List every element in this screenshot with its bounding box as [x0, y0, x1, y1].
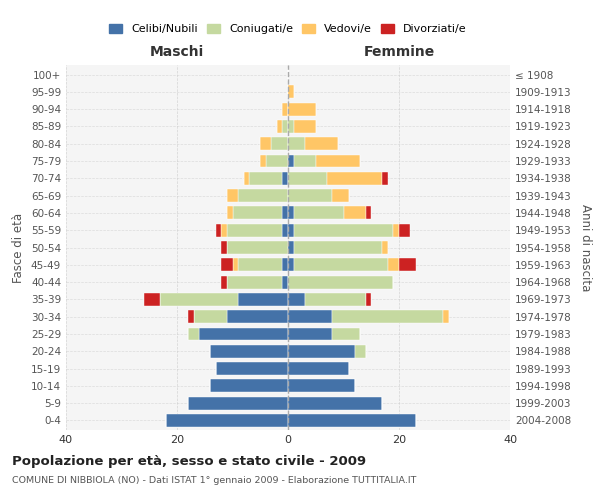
Bar [288, 120, 293, 133]
Bar [305, 137, 338, 150]
Bar [288, 86, 293, 98]
Bar [388, 258, 399, 272]
Bar [288, 328, 332, 340]
Bar [227, 206, 233, 220]
Bar [288, 154, 293, 168]
Bar [288, 189, 332, 202]
Bar [288, 206, 293, 220]
Bar [221, 241, 227, 254]
Bar [293, 206, 343, 220]
Bar [288, 396, 382, 409]
Bar [382, 241, 388, 254]
Bar [210, 345, 288, 358]
Bar [188, 310, 194, 323]
Bar [277, 120, 283, 133]
Bar [227, 224, 283, 236]
Bar [288, 276, 394, 288]
Bar [355, 345, 366, 358]
Bar [210, 380, 288, 392]
Bar [143, 293, 160, 306]
Bar [343, 206, 366, 220]
Bar [194, 310, 227, 323]
Bar [216, 224, 221, 236]
Bar [283, 102, 288, 116]
Bar [366, 206, 371, 220]
Bar [227, 276, 283, 288]
Y-axis label: Anni di nascita: Anni di nascita [578, 204, 592, 291]
Bar [199, 328, 288, 340]
Bar [288, 224, 293, 236]
Text: Maschi: Maschi [150, 45, 204, 59]
Bar [332, 328, 360, 340]
Bar [288, 362, 349, 375]
Bar [283, 224, 288, 236]
Bar [399, 224, 410, 236]
Bar [288, 380, 355, 392]
Bar [188, 328, 199, 340]
Bar [288, 137, 305, 150]
Y-axis label: Fasce di età: Fasce di età [13, 212, 25, 282]
Bar [188, 396, 288, 409]
Bar [293, 241, 382, 254]
Bar [260, 154, 266, 168]
Bar [227, 241, 288, 254]
Bar [233, 206, 283, 220]
Bar [399, 258, 416, 272]
Bar [227, 310, 288, 323]
Bar [266, 154, 288, 168]
Bar [293, 154, 316, 168]
Text: COMUNE DI NIBBIOLA (NO) - Dati ISTAT 1° gennaio 2009 - Elaborazione TUTTITALIA.I: COMUNE DI NIBBIOLA (NO) - Dati ISTAT 1° … [12, 476, 416, 485]
Bar [332, 189, 349, 202]
Bar [305, 293, 366, 306]
Bar [382, 172, 388, 185]
Bar [238, 293, 288, 306]
Bar [260, 137, 271, 150]
Bar [216, 362, 288, 375]
Bar [244, 172, 249, 185]
Bar [249, 172, 283, 185]
Bar [288, 258, 293, 272]
Bar [443, 310, 449, 323]
Bar [238, 189, 288, 202]
Bar [238, 258, 283, 272]
Bar [233, 258, 238, 272]
Bar [288, 310, 332, 323]
Bar [316, 154, 360, 168]
Bar [288, 345, 355, 358]
Legend: Celibi/Nubili, Coniugati/e, Vedovi/e, Divorziati/e: Celibi/Nubili, Coniugati/e, Vedovi/e, Di… [105, 20, 471, 39]
Bar [366, 293, 371, 306]
Bar [227, 189, 238, 202]
Bar [283, 276, 288, 288]
Bar [288, 414, 416, 427]
Bar [283, 206, 288, 220]
Bar [160, 293, 238, 306]
Bar [293, 120, 316, 133]
Bar [293, 258, 388, 272]
Bar [288, 102, 316, 116]
Bar [283, 120, 288, 133]
Bar [288, 293, 305, 306]
Bar [283, 258, 288, 272]
Bar [288, 241, 293, 254]
Bar [221, 258, 233, 272]
Bar [283, 172, 288, 185]
Text: Femmine: Femmine [364, 45, 434, 59]
Bar [166, 414, 288, 427]
Bar [394, 224, 399, 236]
Bar [221, 276, 227, 288]
Bar [327, 172, 382, 185]
Bar [221, 224, 227, 236]
Bar [293, 224, 394, 236]
Text: Popolazione per età, sesso e stato civile - 2009: Popolazione per età, sesso e stato civil… [12, 455, 366, 468]
Bar [332, 310, 443, 323]
Bar [288, 172, 327, 185]
Bar [271, 137, 288, 150]
